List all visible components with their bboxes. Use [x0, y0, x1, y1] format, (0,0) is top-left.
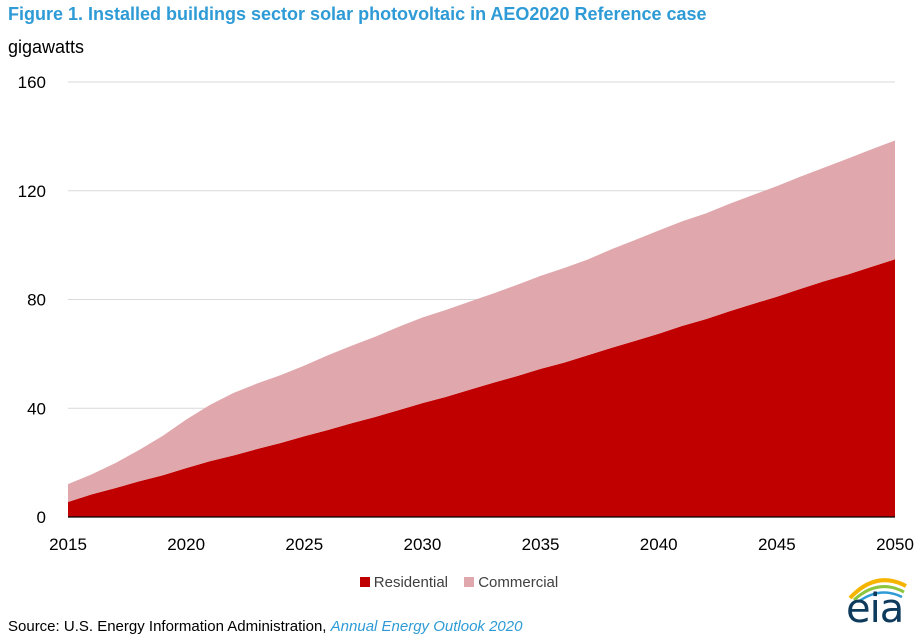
y-tick-label-160: 160: [18, 73, 46, 92]
y-tick-label-120: 120: [18, 182, 46, 201]
legend-label-residential: Residential: [373, 574, 449, 591]
area-commercial: [68, 140, 895, 503]
source-prefix: Source: U.S. Energy Information Administ…: [8, 618, 327, 635]
source-note: Source: U.S. Energy Information Administ…: [8, 618, 522, 635]
logo-text: eia: [846, 586, 904, 632]
source-publication-link[interactable]: Annual Energy Outlook 2020: [330, 618, 523, 635]
legend-item-commercial: Commercial: [464, 574, 558, 591]
logo-swoosh-icon: [848, 578, 907, 604]
x-tick-label-2015: 2015: [49, 535, 87, 554]
y-tick-label-0: 0: [37, 508, 46, 527]
area-residential: [68, 259, 895, 517]
chart-legend: Residential Commercial: [0, 574, 918, 591]
y-tick-label-80: 80: [27, 291, 46, 310]
y-axis-unit-label: gigawatts: [8, 37, 85, 57]
legend-item-residential: Residential: [359, 574, 449, 591]
y-tick-label-40: 40: [27, 399, 46, 418]
legend-swatch-commercial: [464, 577, 475, 588]
x-tick-label-2050: 2050: [876, 535, 914, 554]
x-tick-label-2025: 2025: [285, 535, 323, 554]
x-tick-label-2030: 2030: [404, 535, 442, 554]
eia-logo: eia: [836, 572, 914, 634]
legend-label-commercial: Commercial: [478, 574, 559, 591]
legend-swatch-residential: [359, 577, 370, 588]
chart-title: Figure 1. Installed buildings sector sol…: [8, 4, 707, 24]
x-tick-label-2040: 2040: [640, 535, 678, 554]
x-tick-label-2045: 2045: [758, 535, 796, 554]
x-tick-label-2020: 2020: [167, 535, 205, 554]
x-tick-label-2035: 2035: [522, 535, 560, 554]
